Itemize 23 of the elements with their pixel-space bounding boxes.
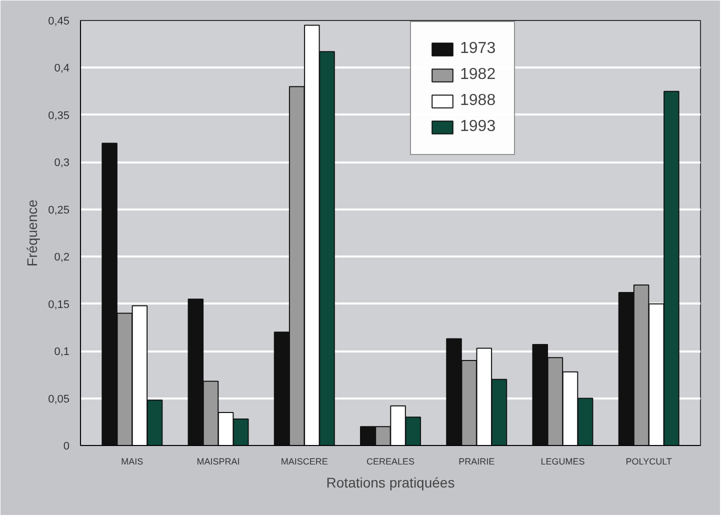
y-tick-label: 0,05 bbox=[48, 393, 70, 406]
y-axis-title: Fréquence bbox=[24, 199, 40, 266]
legend-label: 1993 bbox=[460, 118, 496, 136]
y-tick-label: 0,1 bbox=[54, 346, 70, 358]
y-tick-label: 0,2 bbox=[54, 252, 70, 264]
x-tick-label: CEREALES bbox=[366, 456, 415, 466]
x-axis-title: Rotations pratiquées bbox=[326, 474, 455, 490]
x-tick-label: MAISPRAI bbox=[196, 456, 240, 466]
legend-label: 1982 bbox=[460, 66, 496, 84]
legend-label: 1973 bbox=[460, 40, 496, 58]
legend-label: 1988 bbox=[460, 92, 496, 110]
y-tick-label: 0,45 bbox=[48, 16, 70, 28]
x-tick-label: MAISCERE bbox=[280, 456, 328, 466]
x-tick-label: LEGUMES bbox=[540, 456, 585, 466]
y-tick-label: 0,25 bbox=[48, 204, 70, 216]
x-tick-label: MAIS bbox=[121, 456, 144, 466]
y-tick-label: 0,3 bbox=[54, 157, 70, 170]
x-tick-label: PRAIRIE bbox=[458, 456, 495, 466]
y-tick-label: 0,35 bbox=[48, 110, 70, 122]
y-tick-label: 0,15 bbox=[48, 298, 70, 311]
y-tick-label: 0 bbox=[63, 440, 70, 452]
y-tick-label: 0,4 bbox=[54, 62, 70, 75]
x-tick-label: POLYCULT bbox=[626, 456, 672, 466]
